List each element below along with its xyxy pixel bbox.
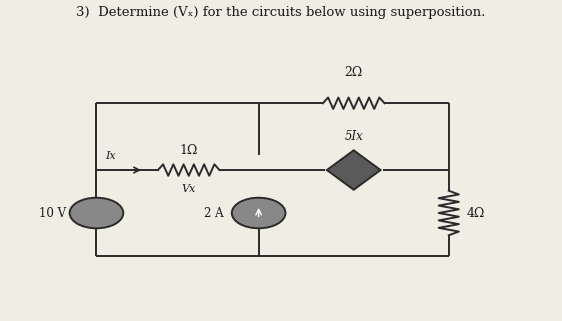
Circle shape — [70, 198, 123, 228]
Text: Vx: Vx — [182, 184, 196, 195]
Circle shape — [232, 198, 285, 228]
Text: Ix: Ix — [105, 151, 116, 160]
Polygon shape — [327, 150, 380, 190]
Text: 4Ω: 4Ω — [466, 206, 485, 220]
Text: 3)  Determine (Vₓ) for the circuits below using superposition.: 3) Determine (Vₓ) for the circuits below… — [76, 6, 486, 19]
Text: 2Ω: 2Ω — [345, 66, 363, 79]
Text: 5Ix: 5Ix — [345, 130, 363, 143]
Text: 10 V: 10 V — [39, 206, 66, 220]
Text: 1Ω: 1Ω — [179, 144, 198, 157]
Text: 2 A: 2 A — [205, 206, 224, 220]
